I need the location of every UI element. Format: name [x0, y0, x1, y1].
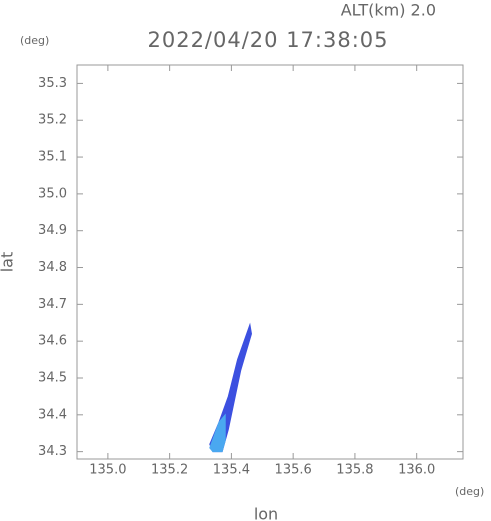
x-tick-label: 135.2: [151, 463, 188, 478]
y-tick-label: 35.2: [38, 113, 67, 128]
plot-frame: [76, 64, 464, 460]
y-axis-label: lat: [0, 252, 17, 273]
y-tick-label: 35.3: [38, 76, 67, 91]
x-tick-label: 136.0: [398, 463, 435, 478]
x-tick-label: 135.0: [89, 463, 126, 478]
x-tick-label: 135.4: [213, 463, 250, 478]
y-tick-label: 34.6: [38, 334, 67, 349]
altitude-label: ALT(km) 2.0: [341, 1, 436, 20]
y-tick-label: 34.9: [38, 223, 67, 238]
y-tick-label: 34.3: [38, 444, 67, 459]
y-tick-label: 34.8: [38, 260, 67, 275]
y-tick-label: 34.7: [38, 297, 67, 312]
plume-region: [209, 413, 226, 453]
x-axis-label: lon: [254, 505, 278, 521]
y-tick-label: 34.5: [38, 370, 67, 385]
y-tick-label: 35.1: [38, 150, 67, 165]
x-tick-label: 135.6: [275, 463, 312, 478]
x-unit: (deg): [455, 485, 484, 498]
y-tick-label: 35.0: [38, 186, 67, 201]
x-tick-label: 135.8: [336, 463, 373, 478]
y-unit: (deg): [20, 34, 49, 47]
y-tick-label: 34.4: [38, 407, 67, 422]
chart-title: 2022/04/20 17:38:05: [147, 28, 388, 52]
